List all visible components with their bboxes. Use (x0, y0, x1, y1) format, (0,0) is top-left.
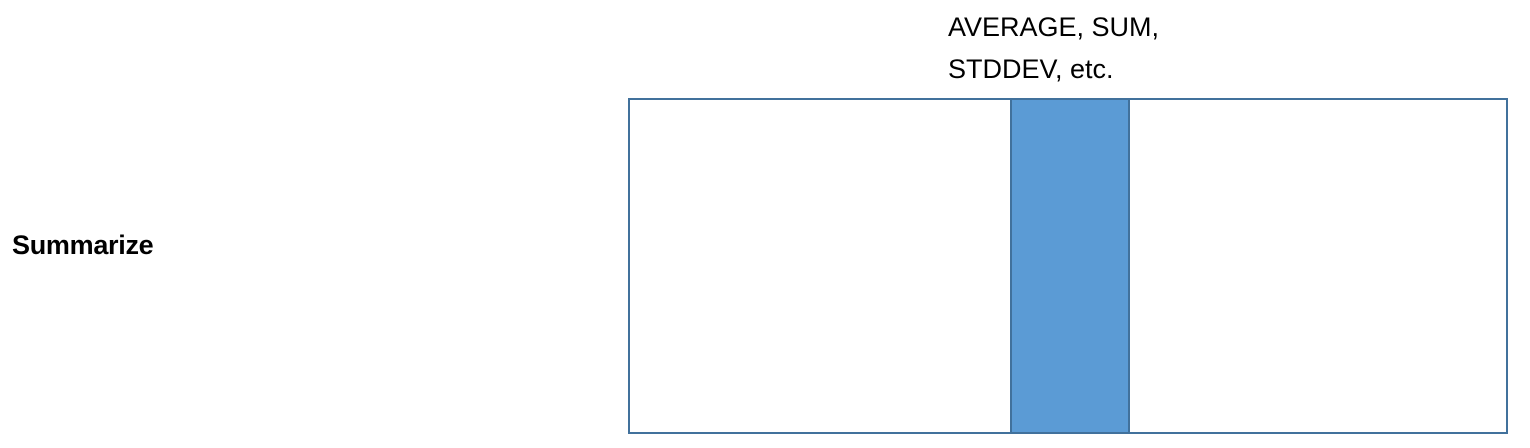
caption-line-1: AVERAGE, SUM, (948, 12, 1160, 42)
caption-line-2: STDDEV, etc. (948, 54, 1114, 84)
aggregate-functions-caption: AVERAGE, SUM, STDDEV, etc. (948, 6, 1159, 90)
summarized-column (1010, 100, 1130, 432)
summarize-label: Summarize (12, 230, 154, 260)
table-outline (628, 98, 1508, 434)
